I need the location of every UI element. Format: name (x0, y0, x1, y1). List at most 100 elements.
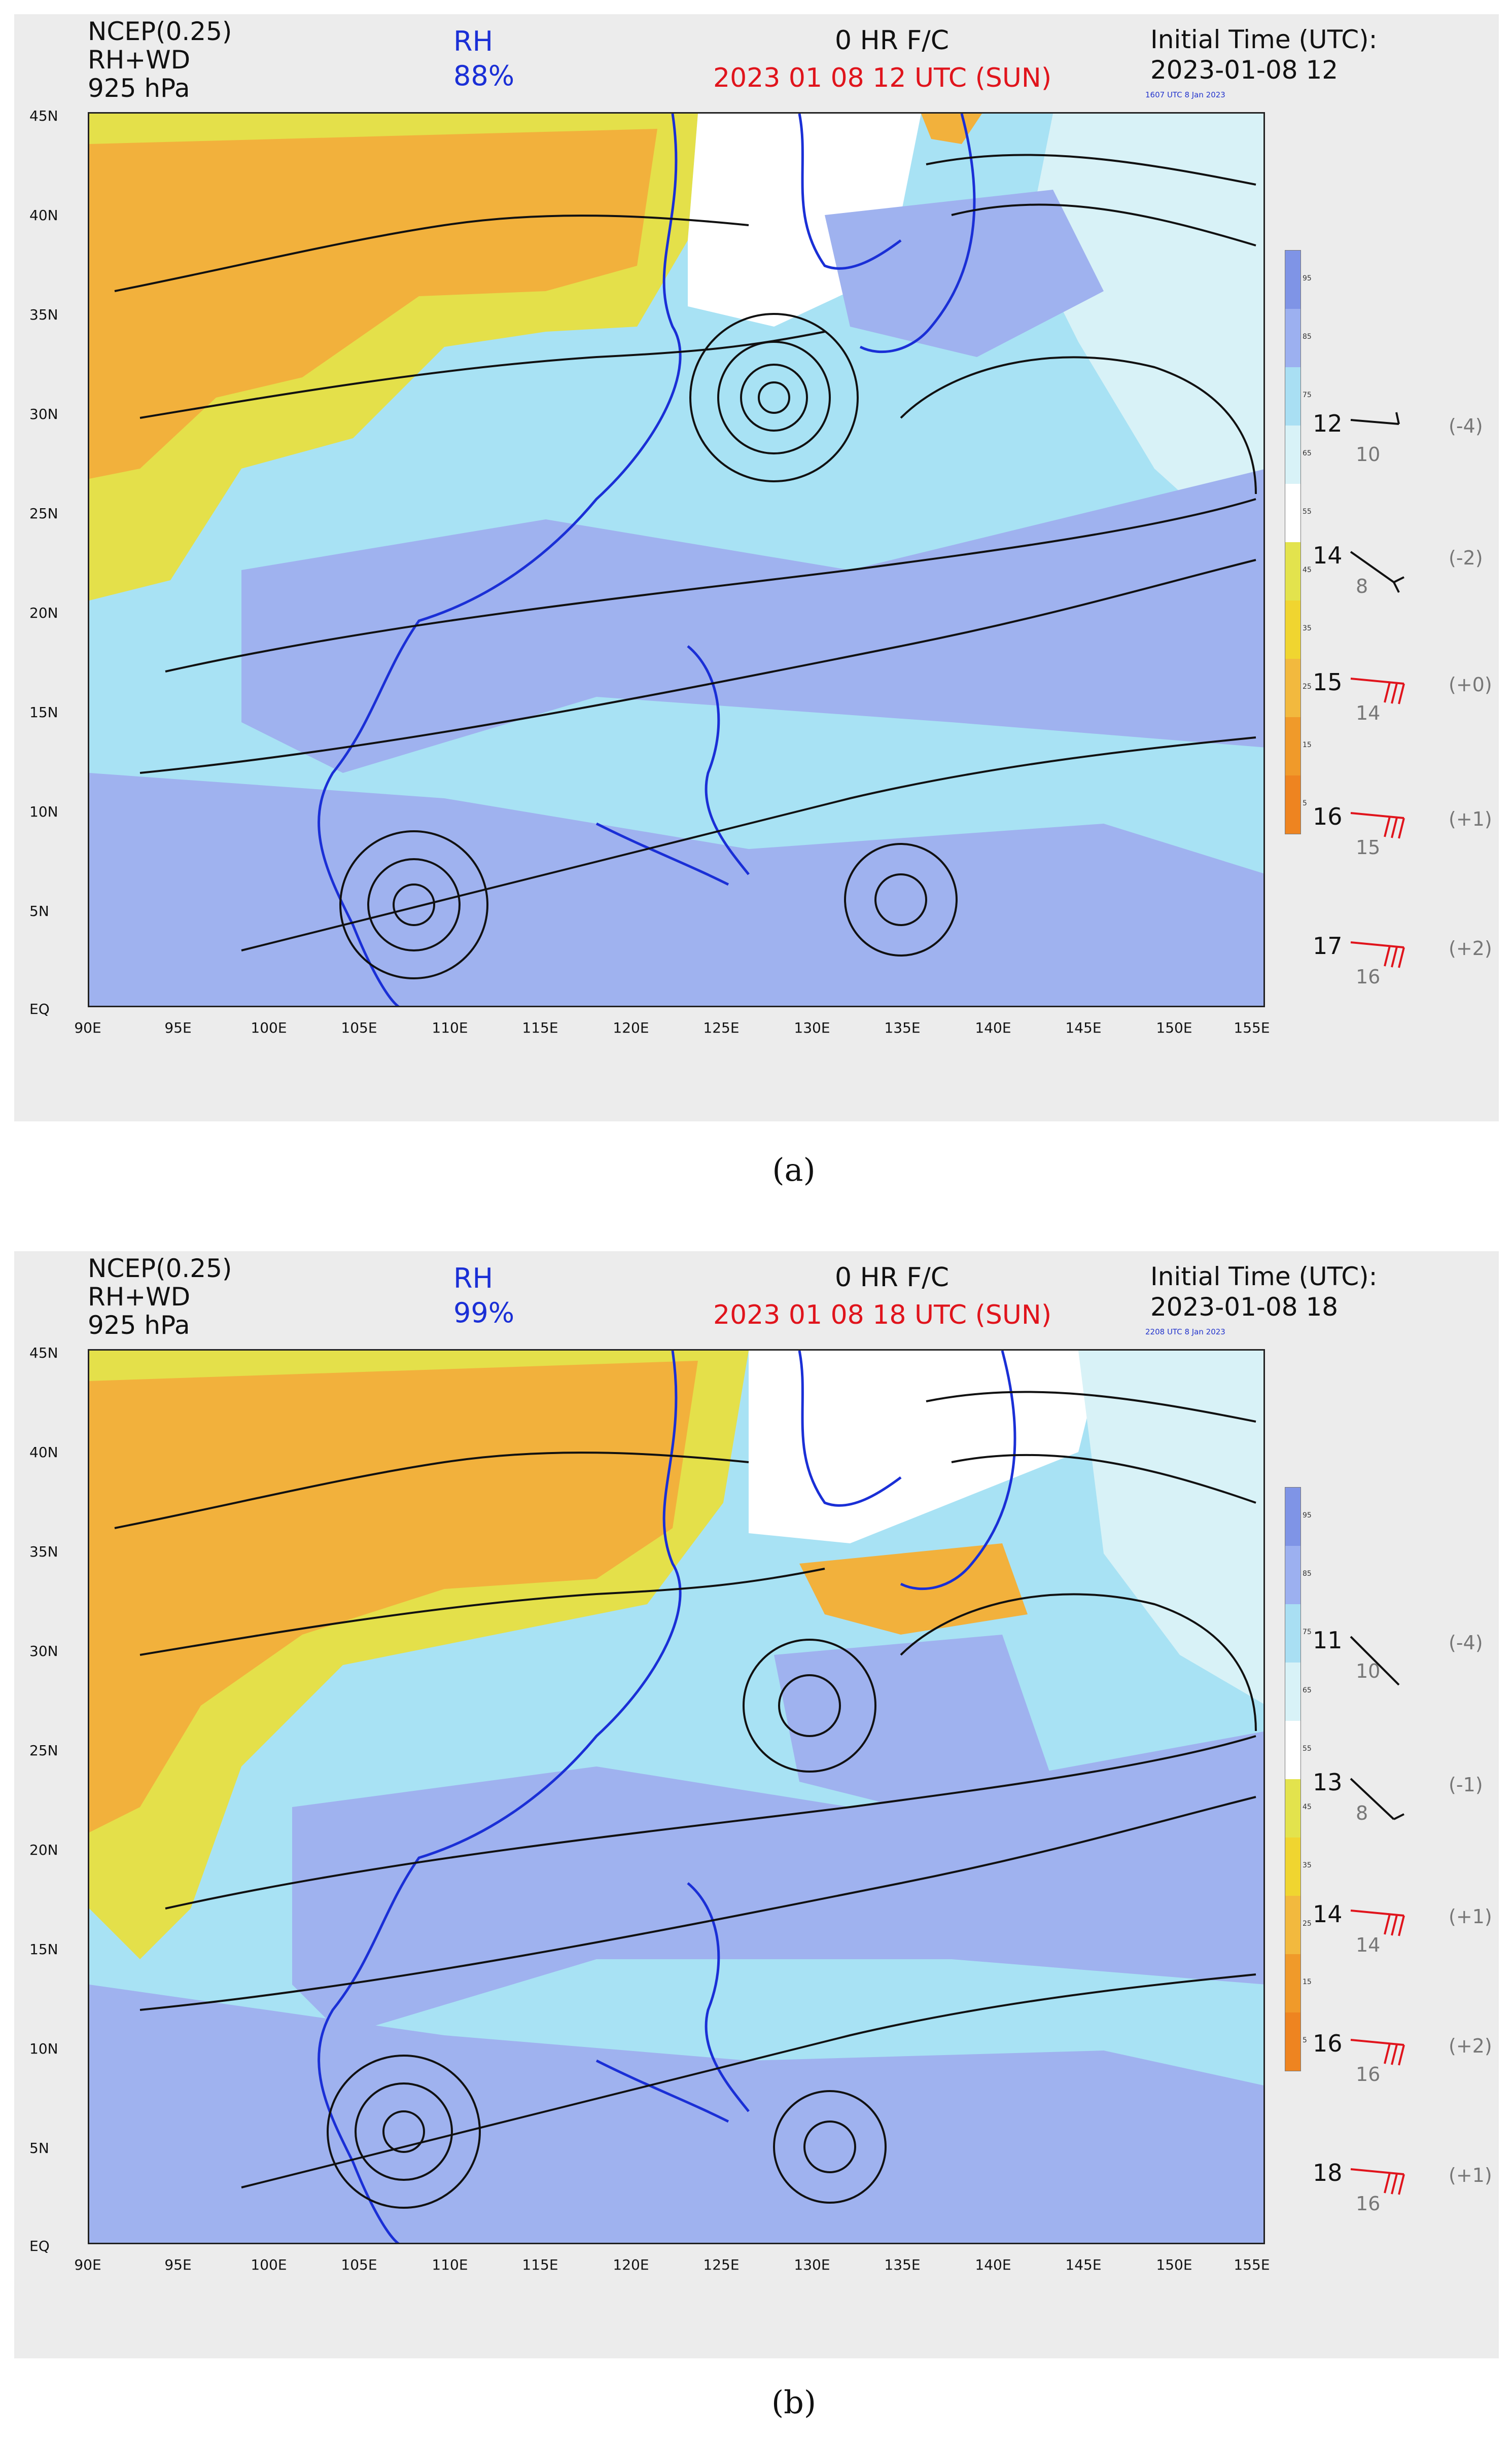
panel-b: NCEP(0.25) RH+WD 925 hPa RH 99% 0 HR F/C… (14, 1251, 1499, 2358)
lon-tick: 125E (703, 2256, 740, 2273)
lon-tick: 145E (1065, 2256, 1102, 2273)
lat-tick: 45N (29, 1345, 58, 1361)
header-source-block: NCEP(0.25) RH+WD 925 hPa (88, 17, 232, 102)
valid-time: 2023 01 08 12 UTC (SUN) (713, 63, 1052, 93)
legend-sub: 14 (1356, 1934, 1381, 1956)
weather-map (88, 1349, 1265, 2244)
legend-change: (-4) (1449, 1632, 1483, 1654)
wind-barb-icon (1350, 678, 1405, 704)
variable-label: RH (453, 25, 494, 57)
colorbar-label: 25 (1303, 683, 1312, 691)
timestamp-stamp: 2208 UTC 8 Jan 2023 (1145, 1327, 1225, 1336)
init-time: 2023-01-08 12 (1150, 55, 1339, 85)
legend-sub: 10 (1356, 443, 1381, 466)
legend-speed: 14 (1313, 1900, 1343, 1928)
lon-tick: 95E (164, 1019, 192, 1036)
lat-tick: 40N (29, 1444, 58, 1461)
source-label: NCEP(0.25) (88, 17, 232, 46)
colorbar-label: 55 (1303, 1745, 1312, 1753)
legend-speed: 15 (1313, 668, 1343, 696)
colorbar-label: 45 (1303, 566, 1312, 574)
wind-legend-row: 14 8 (-2) (1313, 542, 1495, 633)
lat-tick: 15N (29, 704, 58, 721)
wind-barb-icon (1350, 2168, 1405, 2195)
lat-tick: 5N (29, 903, 49, 920)
lon-tick: 135E (884, 1019, 921, 1036)
lon-tick: 120E (613, 1019, 649, 1036)
colorbar-label: 5 (1303, 799, 1307, 807)
lat-tick: EQ (29, 2238, 50, 2254)
lat-tick: 5N (29, 2140, 49, 2157)
map-graphic (89, 114, 1263, 1006)
colorbar-label: 5 (1303, 2036, 1307, 2044)
wind-legend-row: 16 15 (+1) (1313, 803, 1495, 894)
lat-tick: 10N (29, 2040, 58, 2057)
legend-change: (-2) (1449, 547, 1483, 569)
lat-tick: 20N (29, 605, 58, 621)
lon-tick: 90E (74, 1019, 101, 1036)
valid-time: 2023 01 08 18 UTC (SUN) (713, 1300, 1052, 1330)
colorbar-label: 35 (1303, 1861, 1312, 1869)
panel-a: NCEP(0.25) RH+WD 925 hPa RH 88% 0 HR F/C… (14, 14, 1499, 1121)
timestamp-stamp: 1607 UTC 8 Jan 2023 (1145, 90, 1225, 99)
lon-tick: 155E (1234, 2256, 1270, 2273)
lon-tick: 115E (522, 1019, 558, 1036)
init-time: 2023-01-08 18 (1150, 1292, 1339, 1322)
legend-sub: 8 (1356, 1802, 1368, 1824)
level-label: 925 hPa (88, 74, 190, 103)
colorbar-label: 35 (1303, 624, 1312, 632)
legend-change: (+2) (1449, 937, 1492, 960)
colorbar-label: 55 (1303, 508, 1312, 516)
header-source-block: NCEP(0.25) RH+WD 925 hPa (88, 1254, 232, 1339)
legend-change: (+1) (1449, 2164, 1492, 2186)
lat-tick: 35N (29, 306, 58, 323)
lon-tick: 135E (884, 2256, 921, 2273)
lon-tick: 115E (522, 2256, 558, 2273)
lon-tick: 110E (432, 1019, 468, 1036)
lon-tick: 110E (432, 2256, 468, 2273)
lat-tick: 30N (29, 406, 58, 422)
wind-legend-row: 13 8 (-1) (1313, 1769, 1495, 1860)
legend-sub: 14 (1356, 702, 1381, 724)
colorbar-label: 85 (1303, 333, 1312, 341)
colorbar-label: 15 (1303, 741, 1312, 749)
variable-label: RH (453, 1262, 494, 1294)
wind-barb-icon (1350, 1636, 1400, 1686)
lon-tick: 95E (164, 2256, 192, 2273)
legend-change: (-1) (1449, 1774, 1483, 1796)
map-graphic (89, 1351, 1263, 2243)
legend-speed: 17 (1313, 932, 1343, 960)
lat-tick: 25N (29, 1742, 58, 1759)
colorbar-label: 15 (1303, 1978, 1312, 1986)
legend-change: (+1) (1449, 1905, 1492, 1928)
wind-barb-icon (1350, 1910, 1405, 1936)
fields-label: RH+WD (88, 1282, 191, 1312)
colorbar-label: 85 (1303, 1570, 1312, 1578)
init-block: Initial Time (UTC): 2023-01-08 12 (1150, 24, 1378, 85)
colorbar (1285, 250, 1301, 834)
lat-tick: 10N (29, 803, 58, 820)
lon-tick: 130E (794, 2256, 830, 2273)
caption-b: (b) (771, 2384, 817, 2421)
wind-legend-row: 18 16 (+1) (1313, 2159, 1495, 2250)
variable-value: 99% (453, 1297, 515, 1329)
lon-tick: 130E (794, 1019, 830, 1036)
legend-change: (+0) (1449, 674, 1492, 696)
variable-value: 88% (453, 60, 515, 92)
wind-legend-row: 17 16 (+2) (1313, 932, 1495, 1023)
source-label: NCEP(0.25) (88, 1254, 232, 1283)
wind-legend-row: 11 10 (-4) (1313, 1627, 1495, 1718)
lat-tick: 35N (29, 1543, 58, 1560)
legend-sub: 16 (1356, 2193, 1381, 2215)
wind-barb-icon (1350, 412, 1400, 425)
colorbar (1285, 1487, 1301, 2071)
lat-tick: 40N (29, 207, 58, 224)
legend-change: (+2) (1449, 2035, 1492, 2057)
level-label: 925 hPa (88, 1311, 190, 1340)
legend-speed: 14 (1313, 542, 1343, 569)
legend-sub: 10 (1356, 1660, 1381, 1682)
lat-tick: 30N (29, 1643, 58, 1659)
wind-barb-icon (1350, 551, 1404, 593)
legend-change: (-4) (1449, 415, 1483, 437)
lat-tick: EQ (29, 1001, 50, 1017)
